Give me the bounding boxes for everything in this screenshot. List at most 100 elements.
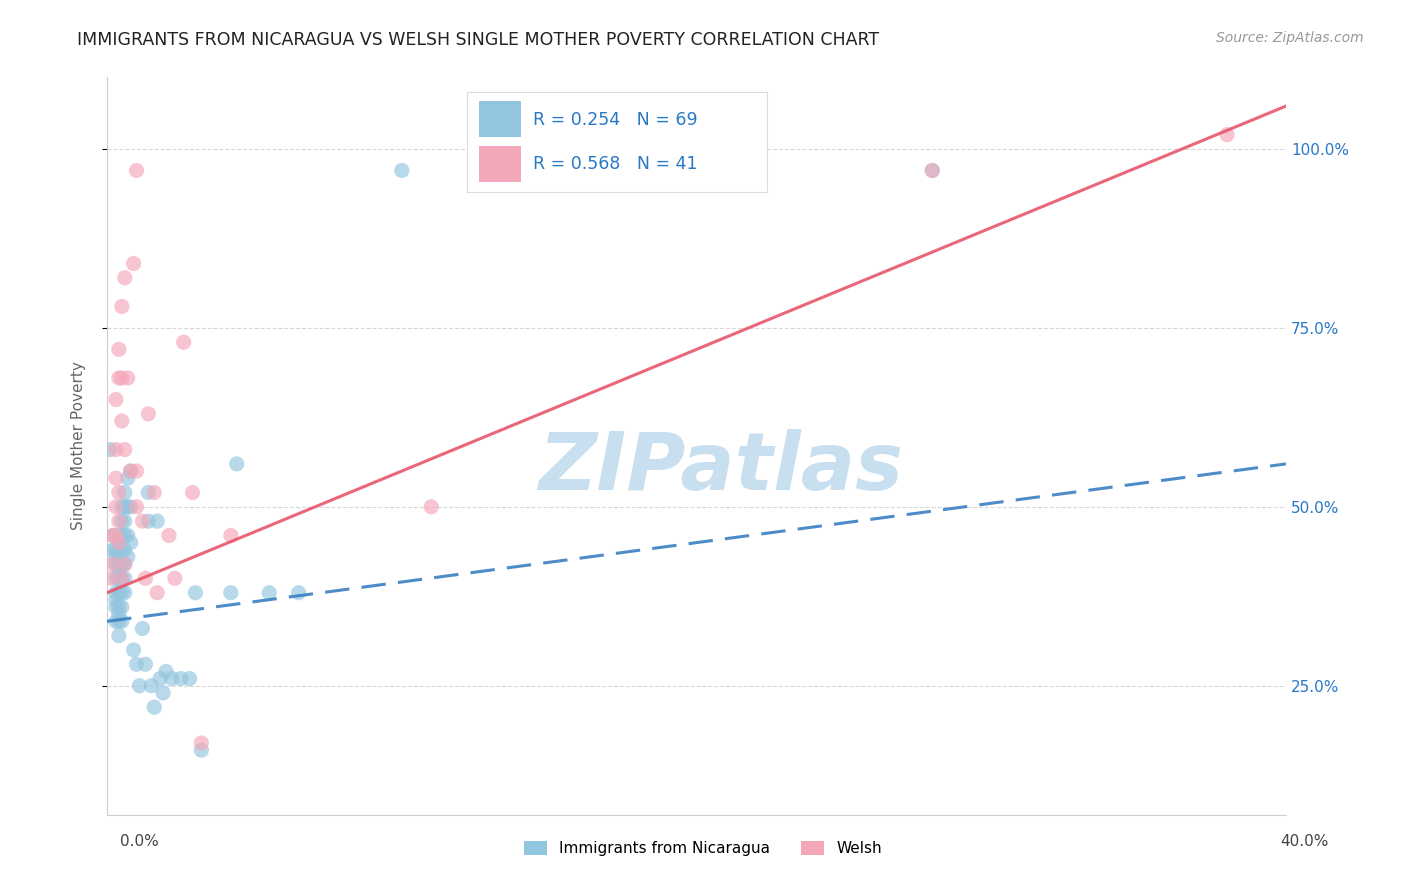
Point: [111, 514, 134, 528]
Point: [108, 585, 131, 599]
Point: [111, 542, 134, 557]
Point: [104, 542, 127, 557]
Point: [114, 500, 136, 514]
Point: [108, 629, 131, 643]
Point: [104, 442, 127, 457]
Point: [108, 343, 131, 357]
Point: [114, 528, 136, 542]
Point: [122, 643, 145, 657]
Point: [117, 371, 139, 385]
Point: [101, 557, 124, 571]
Point: [111, 300, 134, 314]
Point: [190, 736, 212, 750]
Point: [225, 457, 247, 471]
Point: [131, 514, 153, 528]
Point: [257, 585, 280, 599]
Point: [287, 585, 309, 599]
Point: [141, 679, 163, 693]
Point: [122, 256, 145, 270]
Point: [134, 657, 156, 672]
Point: [98, 571, 121, 585]
Text: Source: ZipAtlas.com: Source: ZipAtlas.com: [1216, 31, 1364, 45]
Point: [114, 557, 136, 571]
Point: [134, 571, 156, 585]
Point: [120, 535, 142, 549]
Point: [114, 585, 136, 599]
Point: [104, 585, 127, 599]
Point: [117, 528, 139, 542]
Point: [104, 592, 127, 607]
Point: [101, 528, 124, 542]
Point: [111, 615, 134, 629]
Point: [108, 557, 131, 571]
Point: [160, 672, 183, 686]
Point: [108, 514, 131, 528]
Text: IMMIGRANTS FROM NICARAGUA VS WELSH SINGLE MOTHER POVERTY CORRELATION CHART: IMMIGRANTS FROM NICARAGUA VS WELSH SINGL…: [77, 31, 880, 49]
Point: [1216, 128, 1239, 142]
Point: [104, 392, 127, 407]
Point: [108, 535, 131, 549]
Point: [120, 464, 142, 478]
Point: [184, 585, 207, 599]
Point: [114, 514, 136, 528]
Point: [114, 270, 136, 285]
Point: [125, 464, 148, 478]
Point: [114, 571, 136, 585]
Point: [120, 500, 142, 514]
Point: [128, 679, 150, 693]
Point: [104, 600, 127, 615]
Point: [170, 672, 193, 686]
Point: [108, 549, 131, 564]
Text: ZIPatlas: ZIPatlas: [537, 429, 903, 508]
Point: [568, 163, 591, 178]
Point: [173, 335, 195, 350]
Text: 0.0%: 0.0%: [120, 834, 159, 848]
Point: [117, 549, 139, 564]
Point: [114, 542, 136, 557]
Point: [108, 528, 131, 542]
Point: [104, 557, 127, 571]
Point: [163, 571, 186, 585]
Point: [108, 535, 131, 549]
Point: [138, 407, 160, 421]
Point: [125, 163, 148, 178]
Point: [391, 163, 413, 178]
Point: [219, 585, 242, 599]
Point: [921, 163, 943, 178]
Point: [143, 700, 166, 714]
Point: [146, 585, 169, 599]
Point: [131, 622, 153, 636]
Point: [117, 500, 139, 514]
Point: [420, 500, 443, 514]
Point: [138, 514, 160, 528]
Y-axis label: Single Mother Poverty: Single Mother Poverty: [72, 361, 86, 531]
Point: [104, 615, 127, 629]
Point: [111, 571, 134, 585]
Point: [921, 163, 943, 178]
Point: [108, 542, 131, 557]
Point: [181, 485, 204, 500]
Text: 40.0%: 40.0%: [1281, 834, 1329, 848]
Point: [111, 585, 134, 599]
Point: [101, 542, 124, 557]
Point: [155, 665, 177, 679]
Point: [98, 442, 121, 457]
Point: [104, 528, 127, 542]
Point: [138, 485, 160, 500]
Point: [111, 571, 134, 585]
Point: [108, 571, 131, 585]
Point: [149, 672, 172, 686]
Point: [152, 686, 174, 700]
Point: [125, 657, 148, 672]
Point: [146, 514, 169, 528]
Point: [111, 600, 134, 615]
Point: [219, 528, 242, 542]
Point: [120, 464, 142, 478]
Point: [108, 615, 131, 629]
Point: [104, 571, 127, 585]
Point: [125, 500, 148, 514]
Point: [111, 371, 134, 385]
Point: [104, 471, 127, 485]
Point: [114, 442, 136, 457]
Point: [179, 672, 201, 686]
